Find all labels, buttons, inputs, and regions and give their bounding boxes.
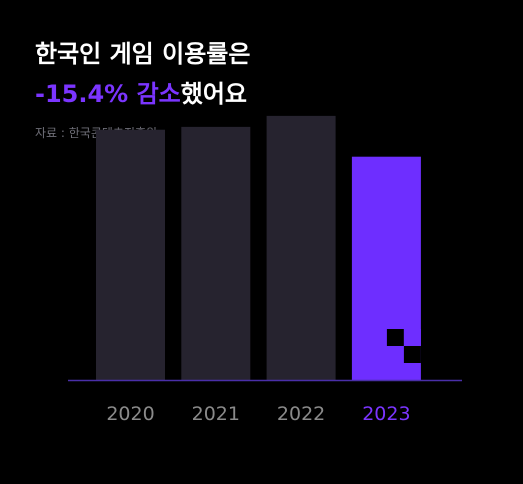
bar-2022 [266, 115, 336, 380]
pixel-block [403, 329, 421, 346]
bar-2021 [181, 126, 251, 380]
bar-2020 [96, 129, 165, 380]
x-tick-label: 2021 [192, 403, 240, 425]
headline-suffix: 했어요 [180, 80, 247, 108]
pixel-block-cutout [403, 346, 421, 363]
headline-line-1: 한국인 게임 이용률은 [35, 40, 251, 68]
headline: 한국인 게임 이용률은 -15.4% 감소했어요 [35, 34, 250, 114]
x-tick-label: 2020 [106, 403, 154, 425]
pixel-block-cutout [386, 329, 404, 346]
x-tick-label: 2023 [362, 403, 410, 425]
headline-line-2: -15.4% 감소했어요 [35, 74, 250, 114]
x-tick-label: 2022 [277, 403, 325, 425]
headline-highlight: -15.4% 감소 [35, 80, 181, 108]
